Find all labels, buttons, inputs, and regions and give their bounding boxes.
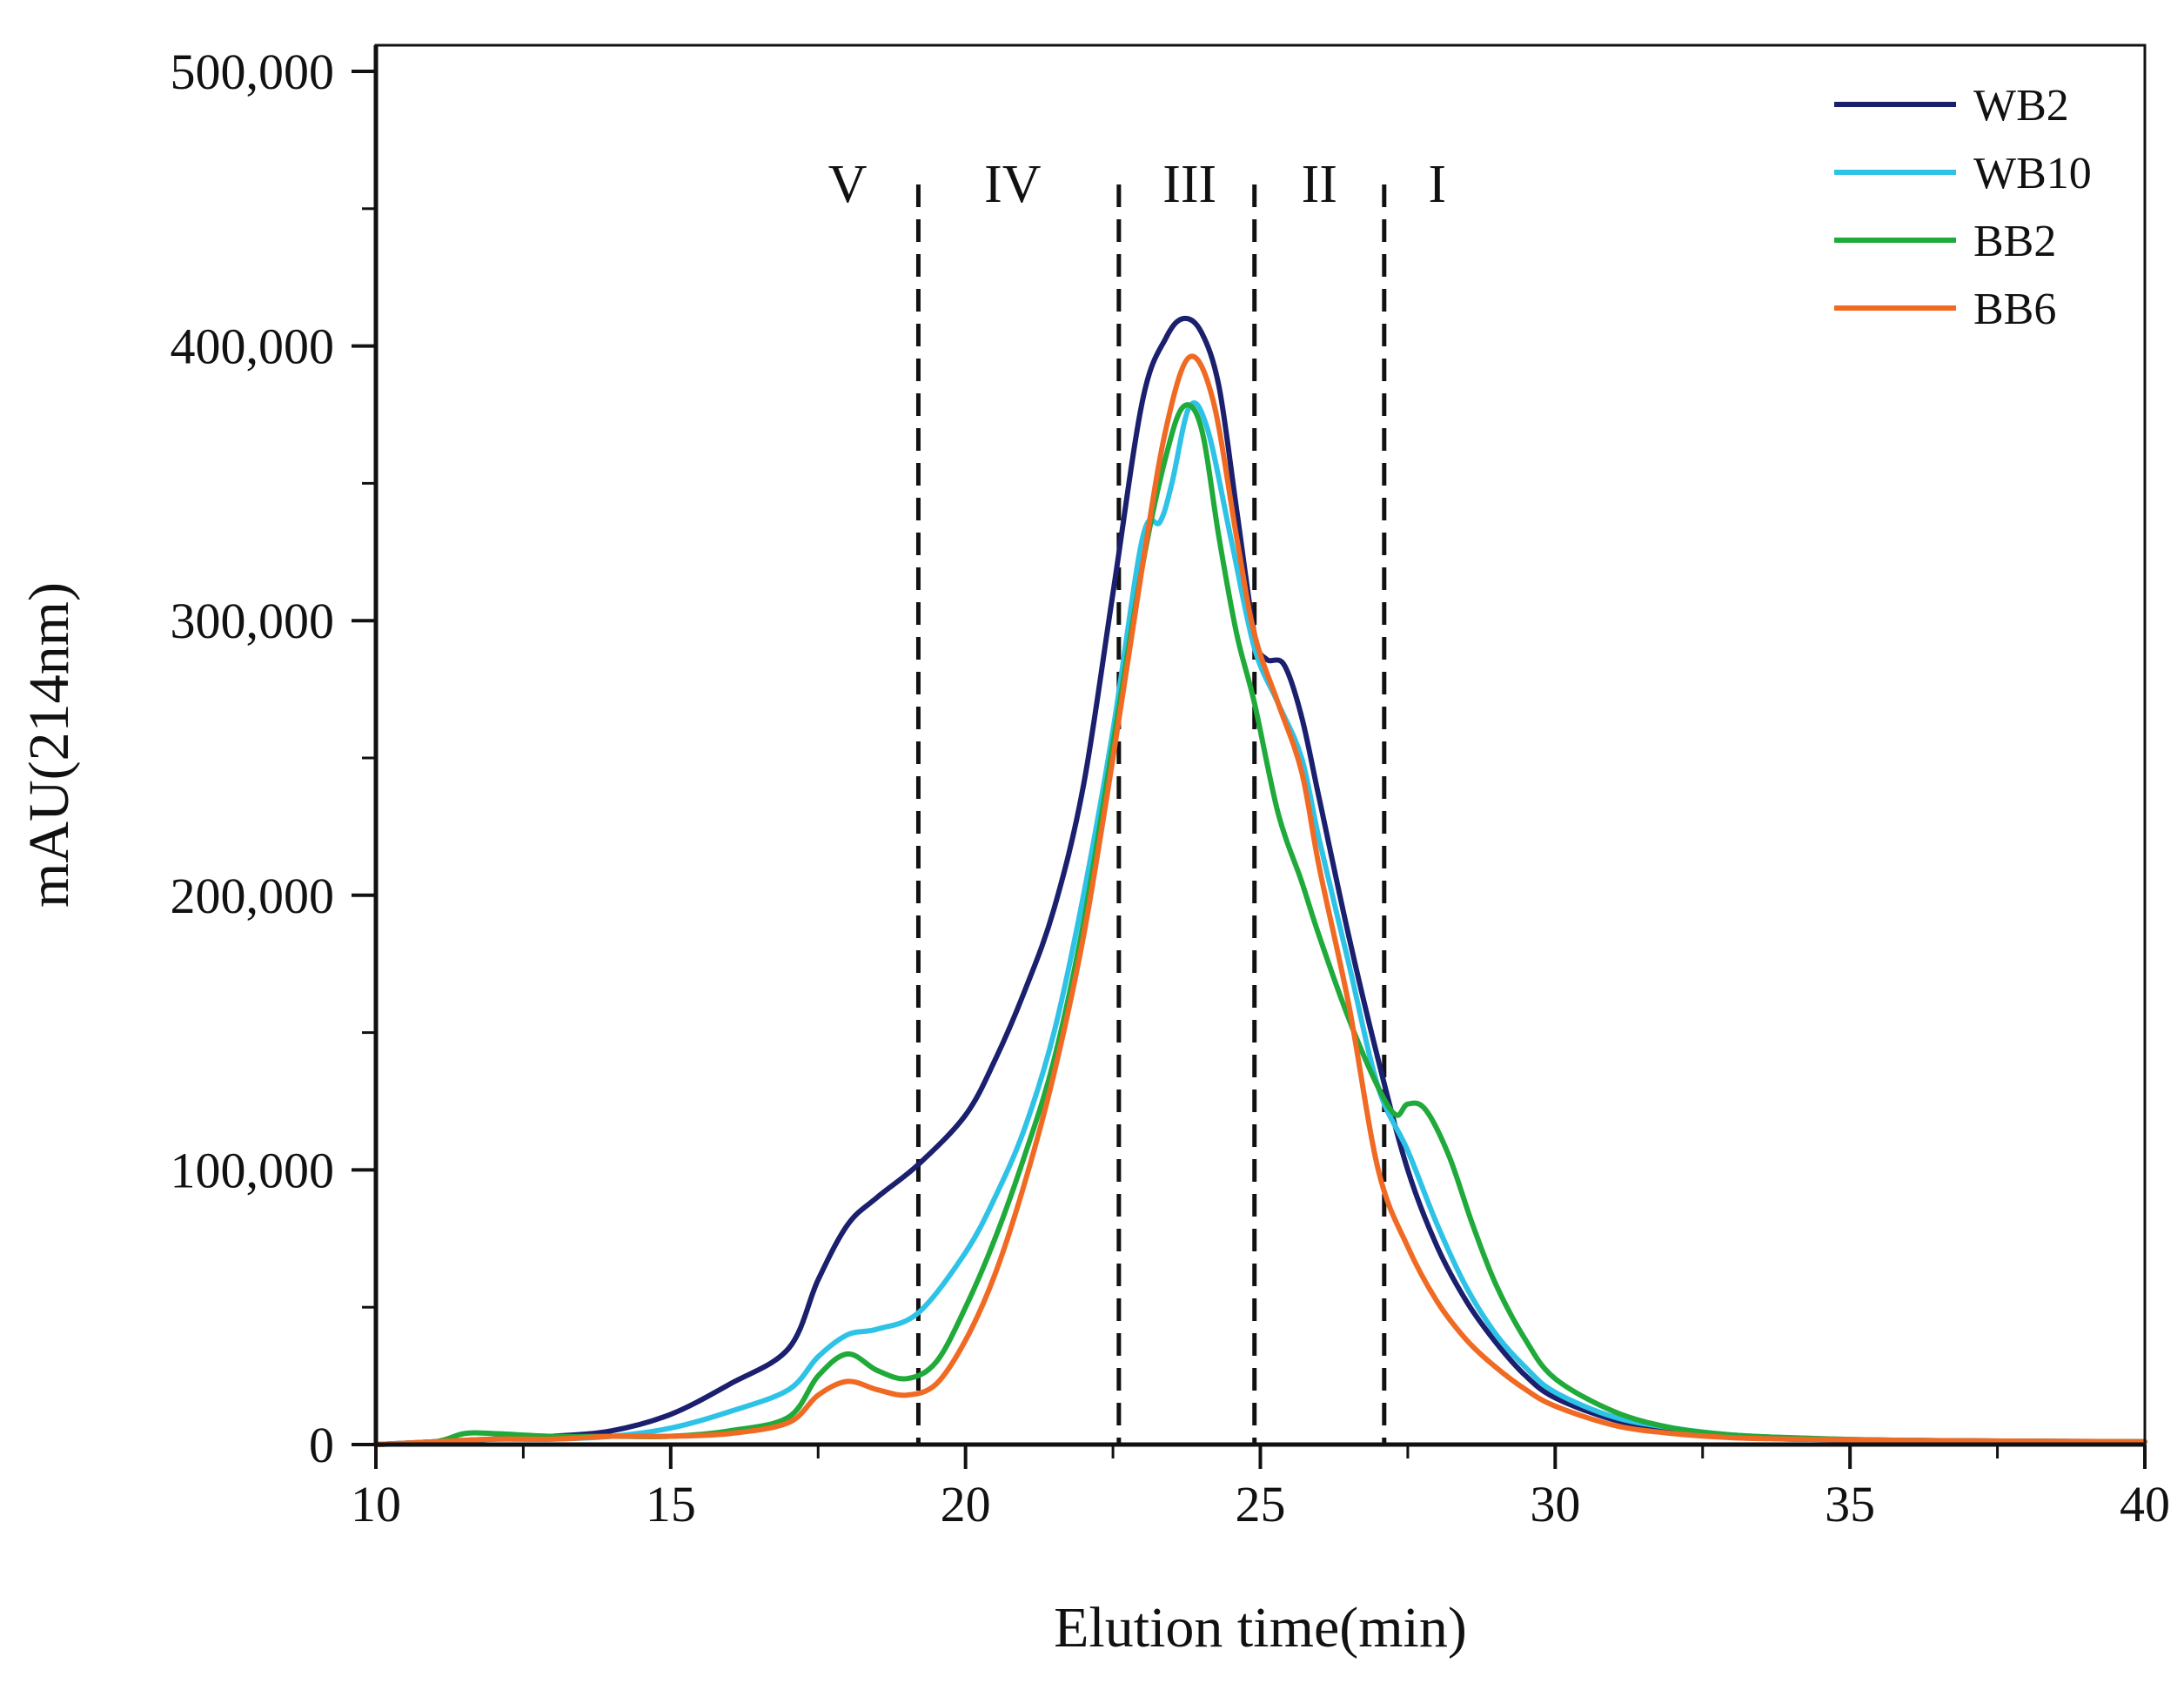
series-lines xyxy=(373,315,2147,1447)
region-label: IV xyxy=(984,155,1042,214)
region-label: III xyxy=(1162,155,1216,214)
y-tick-label: 400,000 xyxy=(171,318,335,375)
y-tick-label: 100,000 xyxy=(171,1142,335,1198)
series-line-bb6 xyxy=(373,353,2147,1447)
x-tick-label: 30 xyxy=(1530,1476,1580,1532)
legend: WB2 WB10 BB2 BB6 xyxy=(1834,81,2092,334)
y-tick-label: 200,000 xyxy=(171,868,335,924)
y-axis-title: mAU(214nm) xyxy=(17,582,81,908)
region-dividers: V IV III II I xyxy=(828,155,1446,1445)
y-tick-label: 0 xyxy=(309,1417,334,1473)
x-tick-label: 15 xyxy=(646,1476,696,1532)
legend-label-bb6: BB6 xyxy=(1973,285,2056,334)
region-label: II xyxy=(1302,155,1337,214)
y-axis-ticks: 0 100,000 200,000 300,000 400,000 500,000 xyxy=(171,44,376,1473)
x-tick-label: 40 xyxy=(2120,1476,2170,1532)
x-tick-label: 10 xyxy=(351,1476,401,1532)
series-line-bb2 xyxy=(373,402,2147,1447)
legend-label-bb2: BB2 xyxy=(1973,217,2056,266)
legend-label-wb2: WB2 xyxy=(1973,81,2069,131)
y-tick-label: 500,000 xyxy=(171,44,335,100)
x-tick-label: 20 xyxy=(941,1476,991,1532)
region-label: V xyxy=(828,155,868,214)
x-axis-ticks: 10 15 20 25 30 35 40 xyxy=(351,1445,2170,1532)
series-line-wb2 xyxy=(373,315,2147,1447)
x-tick-label: 35 xyxy=(1825,1476,1875,1532)
x-tick-label: 25 xyxy=(1236,1476,1286,1532)
legend-label-wb10: WB10 xyxy=(1973,149,2092,198)
x-axis-title: Elution time(min) xyxy=(1054,1596,1467,1659)
series-line-wb10 xyxy=(373,399,2147,1447)
y-tick-label: 300,000 xyxy=(171,593,335,649)
region-label: I xyxy=(1428,155,1446,214)
